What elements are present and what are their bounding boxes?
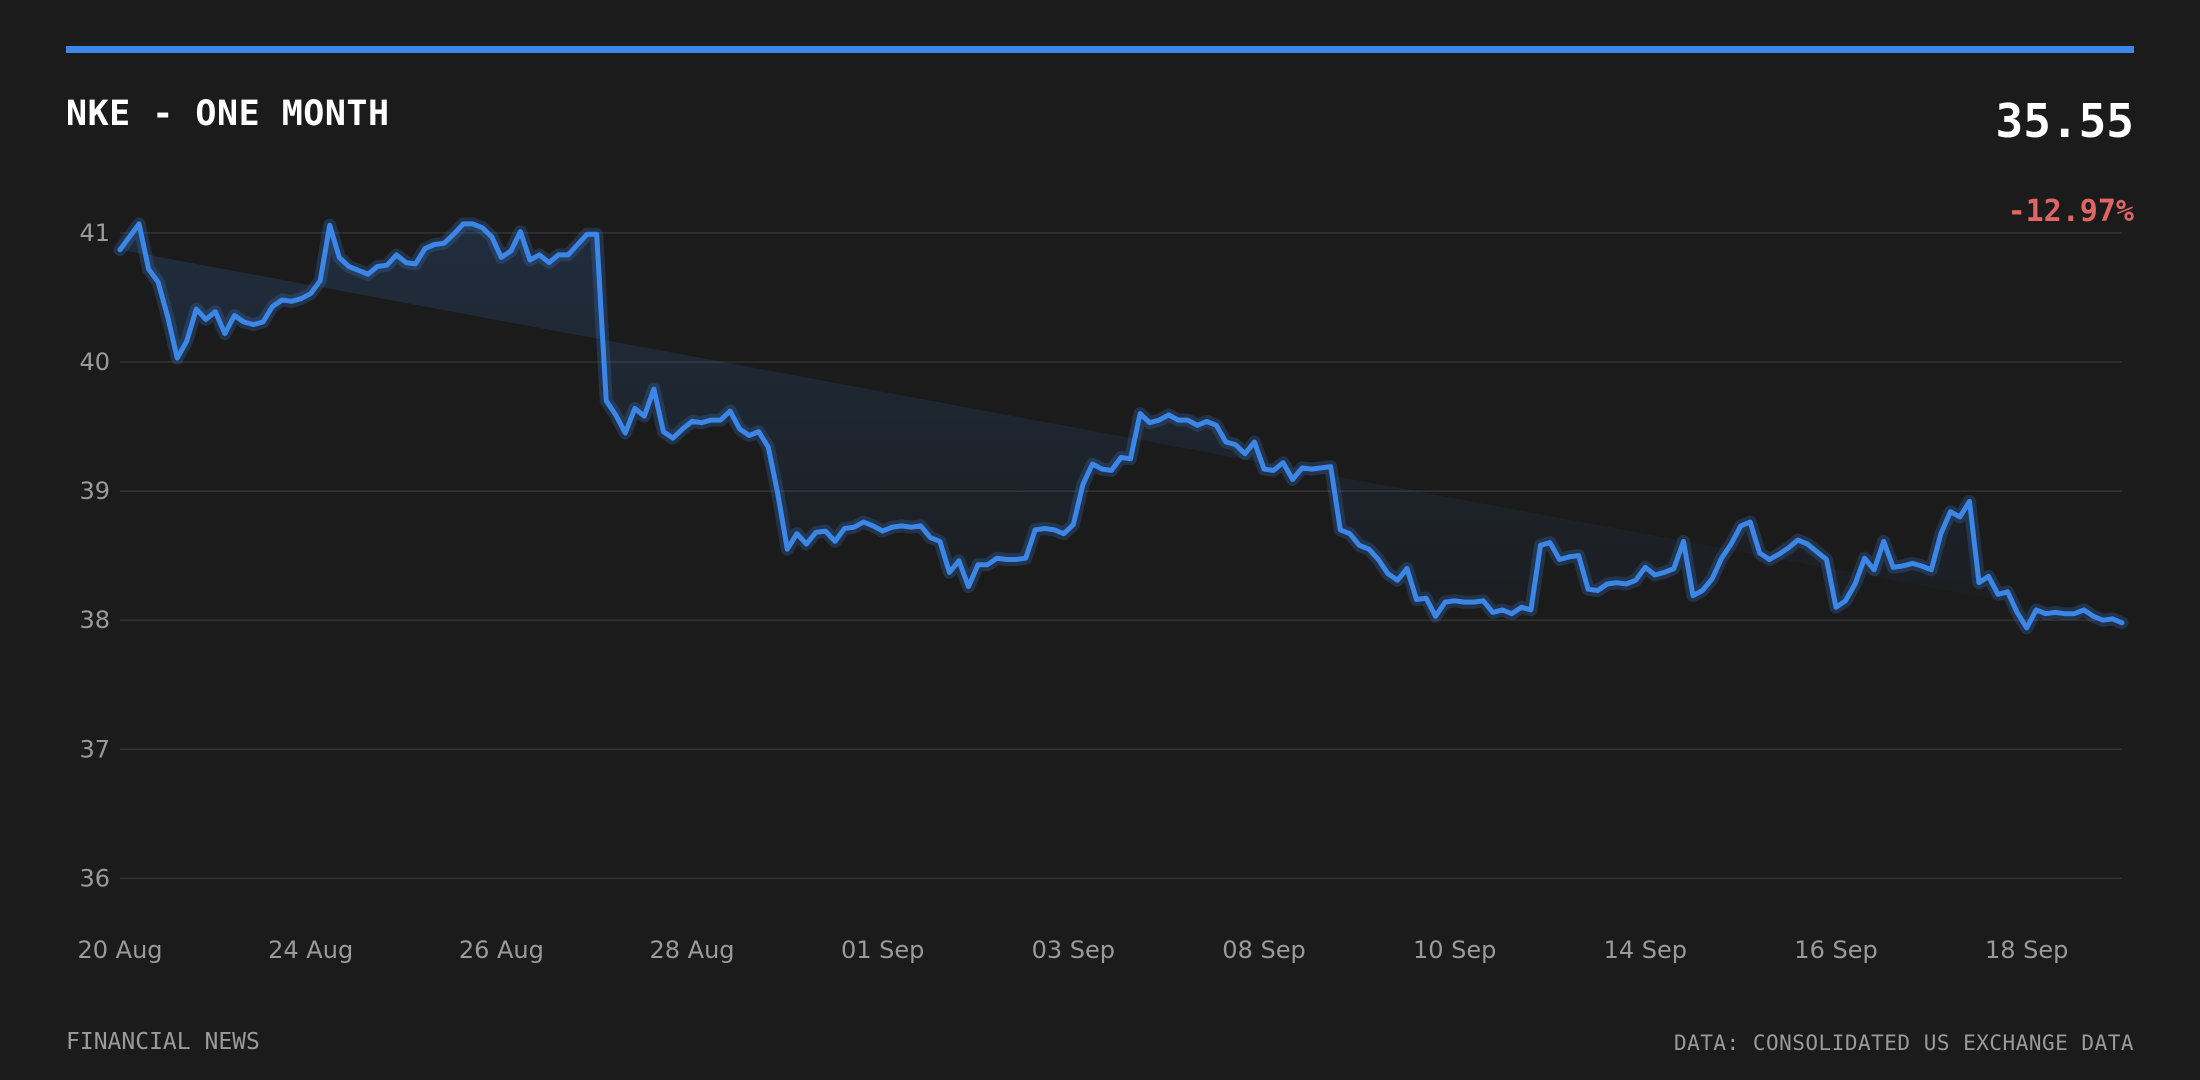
footer-source-right: DATA: CONSOLIDATED US EXCHANGE DATA (1673, 1031, 2134, 1055)
footer-source-left: FINANCIAL NEWS (66, 1029, 260, 1055)
x-tick-label: 03 Sep (1032, 936, 1115, 964)
y-tick-label: 38 (79, 606, 110, 634)
x-tick-label: 20 Aug (77, 936, 162, 964)
price-line (117, 221, 2125, 631)
x-tick-label: 01 Sep (841, 936, 924, 964)
x-tick-label: 26 Aug (459, 936, 544, 964)
x-tick-label: 24 Aug (268, 936, 353, 964)
x-tick-label: 28 Aug (649, 936, 734, 964)
accent-top-rule (66, 46, 2134, 53)
x-axis-ticks: 20 Aug 24 Aug 26 Aug 28 Aug 01 Sep 03 Sep 08 S… (77, 936, 2068, 964)
y-tick-label: 39 (79, 477, 110, 505)
y-tick-label: 41 (79, 219, 110, 247)
y-tick-label: 37 (79, 735, 110, 763)
current-price: 35.55 (1995, 94, 2134, 148)
x-tick-label: 16 Sep (1794, 936, 1877, 964)
y-tick-label: 36 (79, 864, 110, 892)
x-tick-label: 08 Sep (1222, 936, 1305, 964)
x-tick-label: 10 Sep (1413, 936, 1496, 964)
chart-title: NKE - ONE MONTH (66, 94, 390, 134)
y-tick-label: 40 (79, 348, 110, 376)
percent-change: -12.97% (2007, 194, 2134, 229)
y-axis-ticks: 36 37 38 39 40 41 (79, 219, 110, 892)
x-tick-label: 18 Sep (1985, 936, 2068, 964)
grid-lines (120, 232, 2122, 880)
x-tick-label: 14 Sep (1604, 936, 1687, 964)
